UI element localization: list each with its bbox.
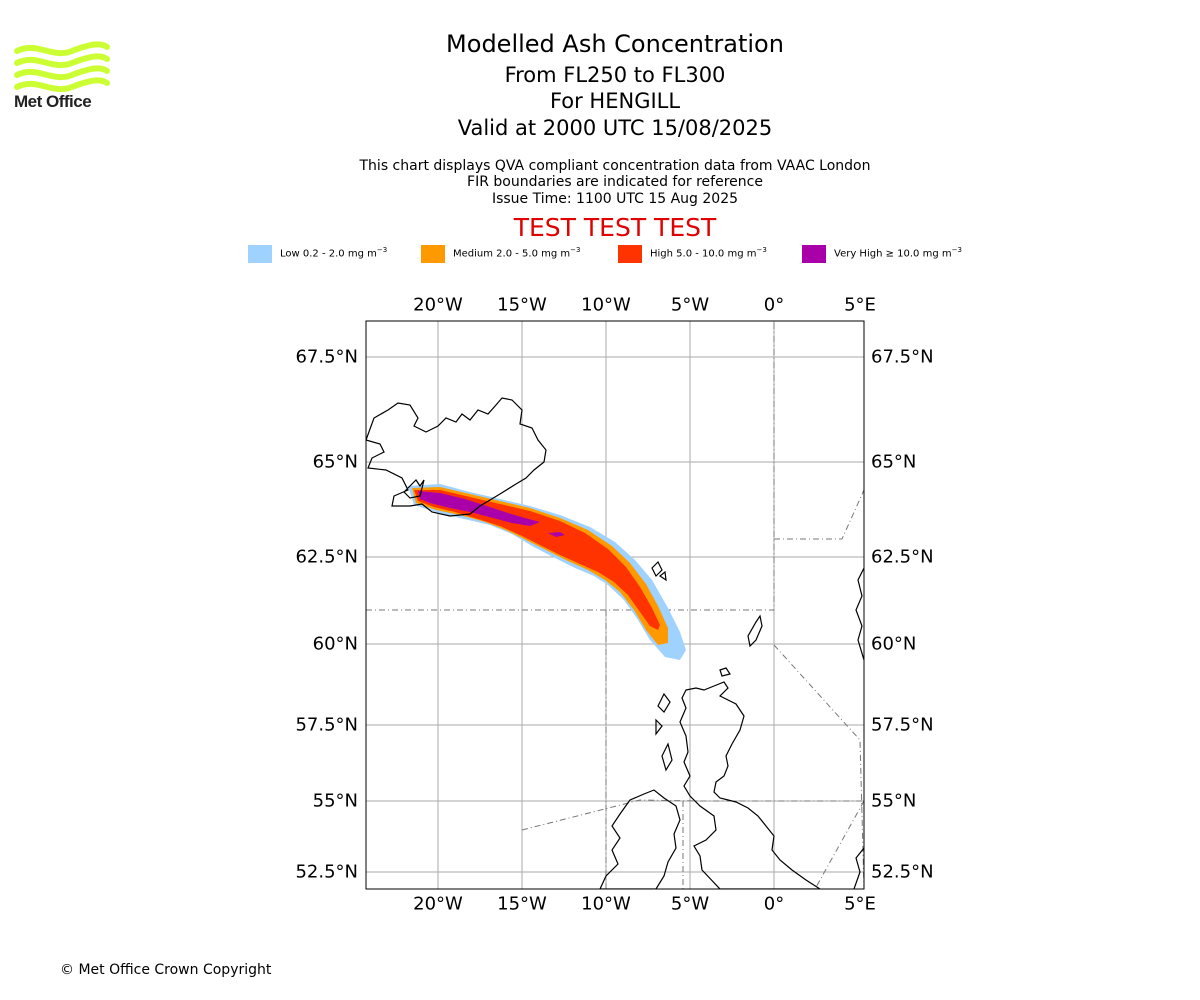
left-lat-tick-label: 65°N bbox=[313, 452, 358, 473]
right-lat-tick-label: 62.5°N bbox=[871, 547, 934, 568]
top-lon-tick-label: 20°W bbox=[413, 295, 463, 316]
left-lat-tick-label: 57.5°N bbox=[295, 715, 358, 736]
flight-level-range: From FL250 to FL300 bbox=[504, 63, 726, 87]
hebrides bbox=[655, 692, 673, 772]
right-latitude-labels: 67.5°N 65°N 62.5°N 60°N 57.5°N 55°N 52.5°N bbox=[871, 347, 934, 883]
copyright-notice: © Met Office Crown Copyright bbox=[60, 962, 272, 978]
ireland-coast bbox=[599, 789, 681, 889]
orkney bbox=[719, 667, 731, 677]
ash-very-high-patch bbox=[548, 532, 565, 537]
bottom-lon-tick-label: 0° bbox=[764, 894, 784, 915]
top-lon-tick-label: 0° bbox=[764, 295, 784, 316]
right-lat-tick-label: 52.5°N bbox=[871, 862, 934, 883]
great-britain-coast bbox=[679, 681, 822, 889]
ash-very-high-contour bbox=[418, 491, 540, 526]
legend-swatch-low bbox=[248, 245, 272, 263]
left-lat-tick-label: 60°N bbox=[313, 634, 358, 655]
bottom-lon-tick-label: 15°W bbox=[497, 894, 547, 915]
coastlines bbox=[366, 397, 864, 889]
bottom-lon-tick-label: 5°E bbox=[844, 894, 876, 915]
top-lon-tick-label: 5°W bbox=[671, 295, 709, 316]
shetland-islands bbox=[747, 614, 763, 648]
right-lat-tick-label: 67.5°N bbox=[871, 347, 934, 368]
top-lon-tick-label: 10°W bbox=[581, 295, 631, 316]
left-lat-tick-label: 67.5°N bbox=[295, 347, 358, 368]
left-lat-tick-label: 52.5°N bbox=[295, 862, 358, 883]
fir-boundaries bbox=[366, 321, 864, 889]
legend-label-low: Low 0.2 - 2.0 mg m−3 bbox=[280, 246, 388, 260]
met-office-logo-text: Met Office bbox=[14, 92, 92, 111]
right-lat-tick-label: 60°N bbox=[871, 634, 916, 655]
logo-wave-4 bbox=[14, 77, 110, 93]
right-lat-tick-label: 55°N bbox=[871, 791, 916, 812]
reykjanes-peninsula bbox=[403, 479, 425, 499]
fir-note: FIR boundaries are indicated for referen… bbox=[467, 174, 763, 190]
faroe-islands bbox=[651, 560, 667, 582]
valid-time: Valid at 2000 UTC 15/08/2025 bbox=[457, 116, 773, 140]
right-lat-tick-label: 65°N bbox=[871, 452, 916, 473]
left-latitude-labels: 67.5°N 65°N 62.5°N 60°N 57.5°N 55°N 52.5°N bbox=[295, 347, 358, 883]
left-lat-tick-label: 55°N bbox=[313, 791, 358, 812]
legend-swatch-medium bbox=[421, 245, 445, 263]
top-lon-tick-label: 15°W bbox=[497, 295, 547, 316]
issue-time: Issue Time: 1100 UTC 15 Aug 2025 bbox=[491, 191, 739, 207]
right-lat-tick-label: 57.5°N bbox=[871, 715, 934, 736]
logo-wave-1 bbox=[14, 41, 110, 57]
test-banner: TEST TEST TEST bbox=[513, 213, 717, 242]
legend-swatch-high bbox=[618, 245, 642, 263]
bottom-longitude-labels: 20°W 15°W 10°W 5°W 0° 5°E bbox=[413, 894, 876, 915]
bottom-lon-tick-label: 10°W bbox=[581, 894, 631, 915]
graticule bbox=[366, 321, 864, 889]
bottom-lon-tick-label: 5°W bbox=[671, 894, 709, 915]
bottom-lon-tick-label: 20°W bbox=[413, 894, 463, 915]
volcano-name: For HENGILL bbox=[549, 89, 681, 113]
top-longitude-labels: 20°W 15°W 10°W 5°W 0° 5°E bbox=[413, 295, 876, 316]
legend-label-high: High 5.0 - 10.0 mg m−3 bbox=[650, 246, 767, 260]
left-lat-tick-label: 62.5°N bbox=[295, 547, 358, 568]
logo-wave-3 bbox=[14, 65, 110, 81]
top-lon-tick-label: 5°E bbox=[844, 295, 876, 316]
logo-wave-2 bbox=[14, 53, 110, 69]
met-office-logo-icon bbox=[14, 41, 110, 93]
norway-coast bbox=[855, 567, 864, 661]
legend-label-very-high: Very High ≥ 10.0 mg m−3 bbox=[834, 246, 962, 260]
chart-title: Modelled Ash Concentration bbox=[446, 30, 784, 58]
continent-coast bbox=[853, 847, 864, 889]
qva-note: This chart displays QVA compliant concen… bbox=[359, 158, 871, 174]
legend-swatch-very-high bbox=[802, 245, 826, 263]
legend-label-medium: Medium 2.0 - 5.0 mg m−3 bbox=[453, 246, 581, 260]
map-frame bbox=[365, 320, 865, 890]
ash-plume bbox=[408, 484, 686, 660]
